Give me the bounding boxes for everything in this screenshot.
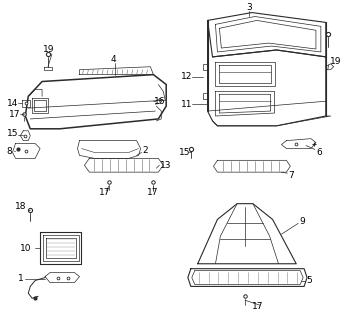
Text: 3: 3	[246, 3, 252, 12]
Text: 17: 17	[9, 109, 20, 118]
Text: 16: 16	[154, 97, 166, 106]
Text: 9: 9	[299, 217, 305, 226]
Text: 8: 8	[7, 147, 12, 156]
Text: 17: 17	[99, 188, 111, 197]
Text: 10: 10	[20, 244, 32, 252]
Text: 19: 19	[43, 45, 55, 54]
Text: 4: 4	[111, 55, 117, 64]
Text: 19: 19	[330, 57, 341, 66]
Text: 11: 11	[181, 100, 192, 109]
Text: 5: 5	[306, 276, 312, 285]
Text: 15: 15	[7, 129, 18, 138]
Text: 18: 18	[14, 202, 26, 211]
Text: 7: 7	[288, 171, 294, 180]
Text: 17: 17	[252, 302, 263, 311]
Text: 12: 12	[181, 72, 192, 81]
Text: 13: 13	[160, 161, 172, 170]
Text: 15: 15	[179, 148, 190, 157]
Text: 17: 17	[146, 188, 158, 197]
Text: 14: 14	[7, 99, 18, 108]
Text: 1: 1	[19, 274, 24, 283]
Text: 6: 6	[316, 148, 322, 157]
Text: 2: 2	[143, 146, 148, 155]
